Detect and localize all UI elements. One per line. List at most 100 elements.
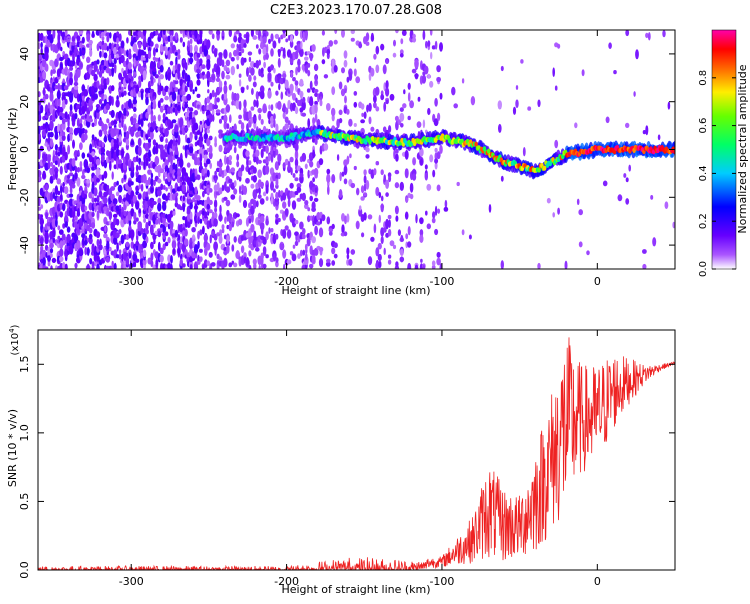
spectrogram-cell: [52, 173, 56, 181]
spectrogram-cell: [57, 32, 61, 41]
spectrogram-cell: [236, 46, 240, 56]
spectrogram-cell: [426, 183, 432, 191]
spectrogram-cell: [61, 99, 66, 110]
spectrogram-cell: [277, 57, 281, 68]
spectrogram-cell: [318, 246, 324, 253]
spectrogram-cell: [407, 82, 411, 90]
spectrogram-cell: [361, 112, 364, 117]
spectrogram-cell: [162, 30, 166, 35]
spectrogram-cell: [152, 67, 157, 73]
spectrogram-cell: [88, 233, 93, 240]
spectrogram-cell: [79, 62, 83, 68]
spectrogram-cell: [57, 225, 61, 231]
spectrogram-cell: [497, 100, 502, 110]
spectrogram-cell: [370, 236, 375, 242]
spectrogram-cell: [116, 95, 119, 101]
spectrogram-cell: [385, 59, 389, 64]
spectrogram-cell: [187, 40, 191, 47]
spectrogram-cell: [101, 36, 105, 41]
spectrogram-cell: [162, 243, 166, 251]
spectrogram-cell: [228, 52, 232, 59]
spectrogram-cell: [88, 227, 93, 234]
spectrogram-cell: [81, 98, 85, 108]
spectrogram-cell: [225, 59, 231, 67]
spectrogram-cell: [199, 229, 203, 236]
spectrogram-cell: [248, 160, 252, 166]
spectrogram-cell: [132, 113, 137, 120]
spectrogram-cell: [221, 184, 225, 192]
spectrogram-cell: [145, 57, 149, 63]
spectrogram-cell: [182, 204, 185, 212]
spectrogram-cell: [189, 211, 193, 220]
spectrogram-cell: [443, 206, 449, 212]
spectrogram-cell: [91, 211, 95, 217]
spectrogram-cell: [185, 112, 188, 118]
spectrogram-cell: [56, 91, 61, 100]
spectrogram-cell: [268, 227, 271, 234]
spectrogram-cell: [265, 164, 270, 175]
spectrogram-cell: [125, 132, 129, 140]
spectrogram-cell: [194, 86, 198, 92]
spectrogram-cell: [115, 218, 120, 226]
spectrogram-cell: [138, 208, 142, 214]
spectrogram-cell: [218, 161, 223, 168]
spectrogram-cell: [171, 91, 177, 102]
spectrogram-cell: [150, 252, 154, 262]
spectrogram-cell: [157, 100, 161, 109]
spectrogram-cell: [135, 228, 139, 237]
spectrogram-cell: [38, 176, 41, 182]
spectrogram-cell: [664, 201, 669, 209]
spectrogram-cell: [111, 264, 114, 269]
spectrogram-cell: [421, 74, 427, 84]
spectrogram-cell: [392, 52, 397, 58]
spectrogram-cell: [248, 250, 252, 257]
spectrogram-cell: [84, 205, 88, 211]
spectrogram-cell: [429, 154, 434, 163]
spectrogram-cell: [218, 80, 223, 88]
spectrogram-cell: [427, 73, 431, 79]
spectrogram-cell: [617, 194, 623, 202]
spectrogram-cell: [224, 155, 227, 165]
spectrogram-cell: [62, 51, 66, 56]
spectrogram-cell: [41, 249, 47, 259]
spectrogram-cell: [120, 40, 125, 49]
spectrogram-cell: [225, 104, 231, 113]
spectrogram-cell: [96, 238, 100, 247]
spectrogram-cell: [411, 68, 417, 74]
spectrogram-cell: [98, 70, 103, 78]
spectrogram-cell: [81, 213, 85, 223]
spectrogram-cell: [69, 66, 74, 71]
spectrogram-cell: [179, 258, 183, 267]
spectrogram-cell: [378, 261, 382, 269]
spectrogram-cell: [130, 181, 134, 186]
spectrogram-cell: [417, 96, 421, 102]
spectrogram-cell: [407, 241, 412, 248]
spectrogram-cell: [113, 263, 117, 269]
spectrogram-cell: [323, 74, 329, 79]
spectrogram-cell: [182, 145, 185, 150]
spectrogram-cell: [61, 146, 66, 157]
spectrogram-cell: [189, 263, 193, 269]
spectrogram-cell: [86, 167, 90, 173]
spectrogram-cell: [169, 151, 174, 158]
spectrogram-cell: [206, 60, 210, 66]
spectrogram-cell: [346, 108, 350, 115]
spectrogram-cell: [78, 30, 84, 35]
spectrogram-cell: [150, 260, 154, 268]
spectrogram-cell: [50, 265, 53, 269]
spectrogram-cell: [412, 173, 417, 181]
spectrogram-cell: [292, 173, 296, 178]
spectrogram-cell: [275, 257, 279, 263]
spectrogram-cell: [208, 102, 213, 112]
spectrogram-cell: [59, 56, 64, 62]
spectrogram-cell: [45, 183, 49, 191]
spectrogram-cell: [164, 241, 169, 247]
spectrogram-cell: [228, 155, 233, 161]
spectrogram-cell: [113, 236, 118, 245]
spectrogram-cell: [148, 149, 151, 159]
spectrogram-cell: [289, 156, 294, 163]
spectrogram-cell: [348, 118, 353, 127]
spectrogram-cell: [557, 207, 560, 215]
spectrogram-cell: [59, 256, 64, 262]
